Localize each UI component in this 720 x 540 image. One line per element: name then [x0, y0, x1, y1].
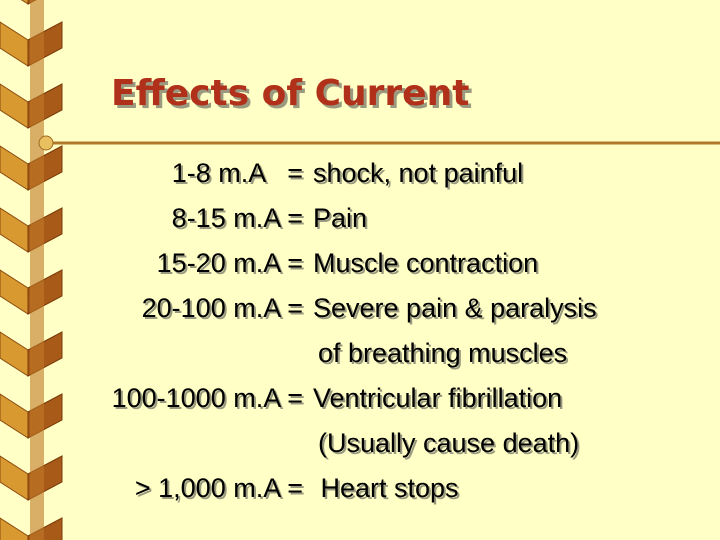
current-range: 15-20 m.A = — [157, 248, 303, 278]
effect-shadow: shock, not painful — [315, 160, 525, 190]
effect: Pain — [313, 203, 367, 233]
slat — [20, 0, 29, 5]
effect-shadow: Ventricular fibrillation — [315, 385, 564, 415]
effect: shock, not painful — [313, 158, 523, 188]
current-range: 20-100 m.A = — [142, 293, 303, 323]
current-range-shadow: 15-20 m.A = — [159, 250, 305, 280]
effect-shadow: Heart stops — [315, 475, 461, 505]
slat — [0, 145, 29, 191]
rule-knob — [38, 135, 54, 151]
post — [30, 0, 44, 540]
slat — [0, 269, 29, 315]
current-range-shadow: 8-15 m.A = — [174, 205, 305, 235]
title-shadow: Effects of Current — [114, 76, 472, 117]
slat — [0, 517, 29, 540]
effect: (Usually cause death) — [318, 428, 579, 458]
left-decoration — [0, 0, 63, 540]
effect-shadow: Severe pain & paralysis — [315, 295, 599, 325]
slat — [0, 331, 29, 377]
current-range: > 1,000 m.A = — [135, 473, 303, 503]
current-range-shadow: 1-8 m.A = — [174, 160, 305, 190]
current-range-shadow: 100-1000 m.A = — [114, 385, 305, 415]
slat — [0, 393, 29, 439]
slat — [0, 83, 29, 129]
effect: Ventricular fibrillation — [313, 383, 562, 413]
slat — [0, 21, 29, 67]
effect: Severe pain & paralysis — [313, 293, 597, 323]
current-range: 100-1000 m.A = — [112, 383, 303, 413]
effect-shadow: Muscle contraction — [315, 250, 540, 280]
effect: of breathing muscles — [318, 338, 567, 368]
effect-shadow: Pain — [315, 205, 369, 235]
slat — [0, 207, 29, 253]
current-range: 1-8 m.A = — [172, 158, 303, 188]
slat — [0, 455, 29, 501]
effect: Muscle contraction — [313, 248, 538, 278]
effect-shadow: of breathing muscles — [320, 340, 569, 370]
current-range-shadow: 20-100 m.A = — [144, 295, 305, 325]
current-range: 8-15 m.A = — [172, 203, 303, 233]
effect: Heart stops — [313, 473, 459, 503]
title: Effects of Current — [111, 73, 469, 114]
effect-shadow: (Usually cause death) — [320, 430, 581, 460]
current-range-shadow: > 1,000 m.A = — [137, 475, 305, 505]
